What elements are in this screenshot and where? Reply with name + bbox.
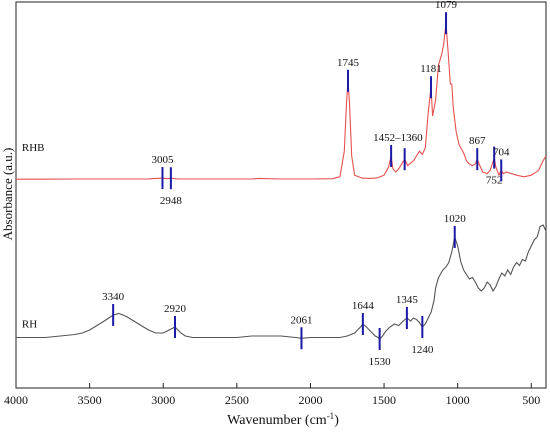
peak-label-rhb-2948: 2948	[160, 195, 183, 207]
rhb-series-label: RHB	[22, 142, 45, 154]
rhb-spectrum-line	[16, 23, 547, 180]
peak-markers: 3005 2948 1745 1452–1360 1181 1079 867 752 704 33…	[102, 0, 510, 368]
peak-label-rhb-1079: 1079	[435, 0, 458, 11]
peak-label-rhb-1745: 1745	[337, 57, 360, 69]
peak-label-rh-2920: 2920	[164, 303, 187, 315]
x-tick-label-3500: 3500	[78, 393, 102, 407]
peak-label-rhb-3005: 3005	[151, 154, 174, 166]
x-tick-label-1000: 1000	[446, 393, 470, 407]
rhb-spectrum-group	[16, 23, 547, 180]
y-axis-label: Absorbance (a.u.)	[0, 148, 15, 241]
plot-frame	[15, 1, 547, 389]
x-tick-label-1500: 1500	[372, 393, 396, 407]
x-axis-label: Wavenumber (cm-1)	[227, 411, 339, 428]
x-axis-ticks: 4000 3500 3000 2500 2000 1500 1000 500	[4, 383, 540, 407]
rh-spectrum-line	[16, 224, 547, 340]
rh-spectrum-group	[16, 224, 547, 340]
x-tick-label-3000: 3000	[151, 393, 175, 407]
peak-label-rh-2061: 2061	[290, 314, 312, 326]
peak-label-rhb-867: 867	[469, 135, 486, 147]
peak-label-rh-1240: 1240	[411, 344, 434, 356]
peak-label-rh-1345: 1345	[396, 294, 419, 306]
x-tick-label-500: 500	[522, 393, 540, 407]
peak-label-rhb-752: 752	[486, 175, 503, 187]
peak-label-rhb-704: 704	[493, 146, 510, 158]
peak-label-rh-1020: 1020	[444, 213, 467, 225]
peak-label-rh-1644: 1644	[352, 300, 375, 312]
rh-series-label: RH	[22, 319, 37, 331]
series-labels: RHB RH	[22, 142, 45, 331]
peak-label-rhb-1181: 1181	[420, 63, 442, 75]
peak-label-rhb-1452–1360: 1452–1360	[373, 132, 423, 144]
x-tick-label-2500: 2500	[225, 393, 249, 407]
x-axis-label-sup: -1	[327, 411, 335, 421]
x-tick-label-2000: 2000	[298, 393, 322, 407]
x-tick-label-4000: 4000	[4, 393, 28, 407]
x-axis-label-main: Wavenumber (cm	[227, 413, 327, 428]
peak-label-rh-3340: 3340	[102, 291, 125, 303]
x-axis-label-close: )	[334, 413, 339, 428]
peak-label-rh-1530: 1530	[369, 356, 392, 368]
